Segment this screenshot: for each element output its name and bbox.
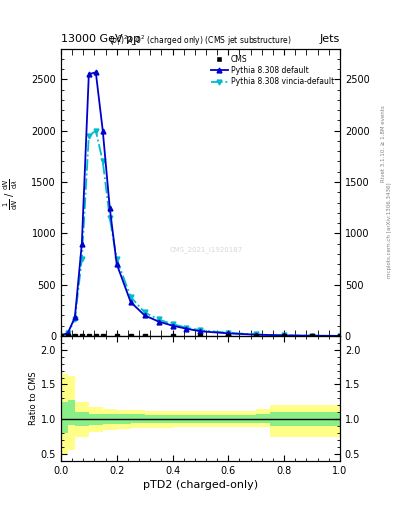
Text: 13000 GeV pp: 13000 GeV pp bbox=[61, 33, 140, 44]
Title: $(p_T^P)^2\lambda\_0^2$ (charged only) (CMS jet substructure): $(p_T^P)^2\lambda\_0^2$ (charged only) (… bbox=[109, 33, 292, 48]
Legend: CMS, Pythia 8.308 default, Pythia 8.308 vincia-default: CMS, Pythia 8.308 default, Pythia 8.308 … bbox=[208, 52, 336, 89]
Text: Rivet 3.1.10, ≥ 1.8M events: Rivet 3.1.10, ≥ 1.8M events bbox=[381, 105, 386, 182]
X-axis label: pTD2 (charged-only): pTD2 (charged-only) bbox=[143, 480, 258, 490]
Text: CMS_2021_I1920187: CMS_2021_I1920187 bbox=[169, 246, 242, 253]
Text: mcplots.cern.ch [arXiv:1306.3436]: mcplots.cern.ch [arXiv:1306.3436] bbox=[387, 183, 391, 278]
Y-axis label: Ratio to CMS: Ratio to CMS bbox=[29, 372, 38, 425]
Text: Jets: Jets bbox=[320, 33, 340, 44]
Text: $\frac{1}{\mathrm{d}N}\ /\ \frac{\mathrm{d}N}{\mathrm{d}\lambda}$: $\frac{1}{\mathrm{d}N}\ /\ \frac{\mathrm… bbox=[2, 179, 20, 210]
